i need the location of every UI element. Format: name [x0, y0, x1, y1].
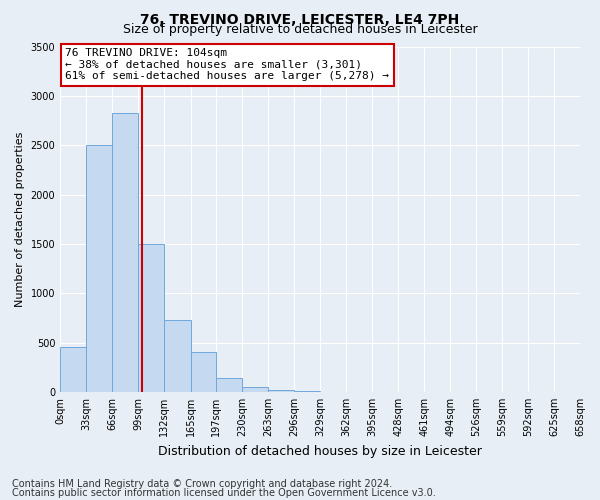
Bar — [216, 378, 242, 392]
Bar — [86, 145, 112, 392]
Text: Contains public sector information licensed under the Open Government Licence v3: Contains public sector information licen… — [12, 488, 436, 498]
Bar — [60, 346, 86, 392]
Bar — [164, 320, 191, 392]
Text: Size of property relative to detached houses in Leicester: Size of property relative to detached ho… — [122, 22, 478, 36]
Text: 76 TREVINO DRIVE: 104sqm
← 38% of detached houses are smaller (3,301)
61% of sem: 76 TREVINO DRIVE: 104sqm ← 38% of detach… — [65, 48, 389, 82]
Bar — [191, 352, 216, 392]
Bar — [268, 390, 294, 392]
Bar — [139, 244, 164, 392]
Text: Contains HM Land Registry data © Crown copyright and database right 2024.: Contains HM Land Registry data © Crown c… — [12, 479, 392, 489]
Text: 76, TREVINO DRIVE, LEICESTER, LE4 7PH: 76, TREVINO DRIVE, LEICESTER, LE4 7PH — [140, 12, 460, 26]
Bar — [242, 386, 268, 392]
Y-axis label: Number of detached properties: Number of detached properties — [15, 132, 25, 307]
X-axis label: Distribution of detached houses by size in Leicester: Distribution of detached houses by size … — [158, 444, 482, 458]
Bar — [112, 112, 139, 392]
